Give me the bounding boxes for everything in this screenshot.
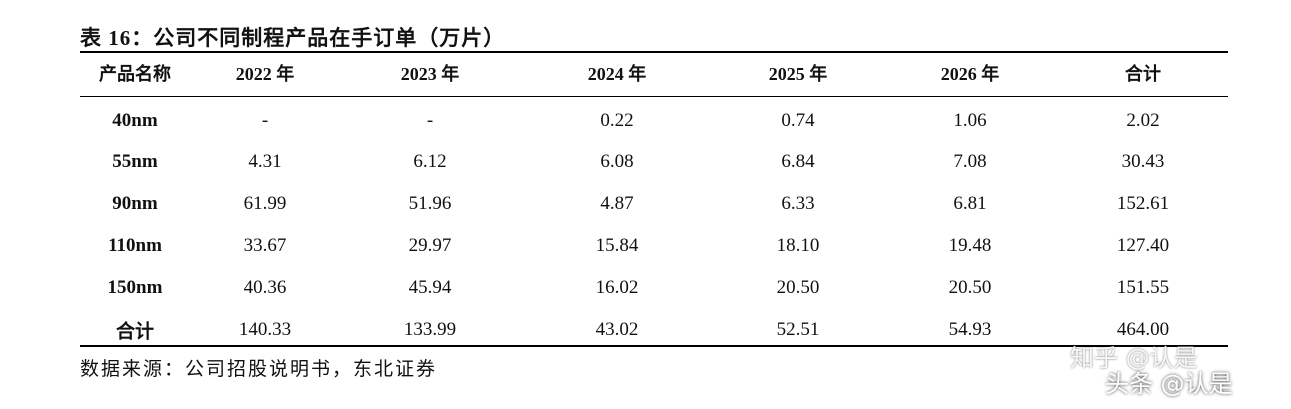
- table-cell: 6.12: [413, 151, 447, 172]
- table-cell: 4.87: [600, 193, 634, 214]
- table-cell: 20.50: [948, 277, 992, 298]
- table-cell: 43.02: [595, 319, 639, 340]
- table-cell: 0.22: [600, 110, 634, 131]
- table-cell: 6.08: [600, 151, 634, 172]
- column-header: 产品名称: [99, 64, 171, 84]
- column-header: 2026 年: [940, 64, 1000, 84]
- column-header: 2025 年: [768, 64, 828, 84]
- table-cell: 52.51: [776, 319, 820, 340]
- row-header: 55nm: [112, 151, 158, 172]
- row-header: 合计: [115, 321, 155, 343]
- column-header: 合计: [1125, 64, 1161, 84]
- source-note: 数据来源：公司招股说明书，东北证券: [80, 359, 438, 380]
- table-cell: 140.33: [238, 319, 292, 340]
- table-cell: 133.99: [403, 319, 457, 340]
- table-cell: 61.99: [243, 193, 287, 214]
- table-cell: 6.81: [953, 193, 987, 214]
- row-header: 110nm: [108, 235, 162, 256]
- table-cell: 18.10: [776, 235, 820, 256]
- table-cell: 1.06: [953, 110, 987, 131]
- table-cell: 0.74: [781, 110, 815, 131]
- table-cell: 19.48: [948, 235, 992, 256]
- table-cell: 7.08: [953, 151, 987, 172]
- column-header: 2024 年: [587, 64, 647, 84]
- column-header: 2023 年: [400, 64, 460, 84]
- table-cell: 54.93: [948, 319, 992, 340]
- table-cell: 464.00: [1116, 319, 1170, 340]
- table-title: 表 16：公司不同制程产品在手订单（万片）: [80, 26, 506, 50]
- table-cell: 51.96: [408, 193, 452, 214]
- table-cell: 30.43: [1121, 151, 1165, 172]
- table-cell: -: [261, 110, 269, 131]
- table-cell: 45.94: [408, 277, 452, 298]
- header-rule: [80, 96, 1228, 97]
- table-cell: 6.84: [781, 151, 815, 172]
- table-cell: 151.55: [1116, 277, 1170, 298]
- table-cell: 152.61: [1116, 193, 1170, 214]
- row-header: 40nm: [112, 110, 158, 131]
- table-cell: 33.67: [243, 235, 287, 256]
- row-header: 150nm: [107, 277, 163, 298]
- table-cell: 40.36: [243, 277, 287, 298]
- table-cell: 127.40: [1116, 235, 1170, 256]
- watermark: 头条 @认是: [1105, 370, 1233, 398]
- table-cell: 15.84: [595, 235, 639, 256]
- column-header: 2022 年: [235, 64, 295, 84]
- table-cell: 16.02: [595, 277, 639, 298]
- table-cell: 4.31: [248, 151, 282, 172]
- table-cell: 20.50: [776, 277, 820, 298]
- table-cell: 6.33: [781, 193, 815, 214]
- row-header: 90nm: [112, 193, 158, 214]
- bottom-rule: [80, 345, 1228, 347]
- watermark: 知乎 @认是: [1070, 344, 1198, 372]
- table-cell: 29.97: [408, 235, 452, 256]
- top-rule: [80, 51, 1228, 53]
- table-cell: -: [426, 110, 434, 131]
- table-cell: 2.02: [1126, 110, 1160, 131]
